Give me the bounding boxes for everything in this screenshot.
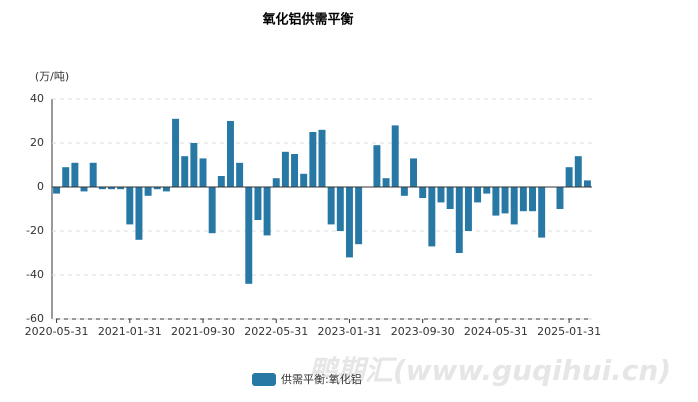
bar [345,187,353,258]
legend-swatch [252,373,276,386]
bar [510,187,518,225]
legend-label: 供需平衡:氧化铝 [281,372,362,386]
bar [208,187,216,234]
bar [583,180,591,187]
x-tick-label: 2023-01-31 [317,325,381,338]
bar [162,187,170,192]
bar [98,187,106,190]
bar [428,187,436,247]
bar [126,187,134,225]
bar [236,162,244,187]
bar [373,145,381,187]
x-tick-label: 2025-01-31 [537,325,601,338]
bar [153,187,161,190]
y-axis-label: (万/吨) [35,70,69,83]
bar [400,187,408,196]
bar [117,187,125,190]
bar [492,187,500,216]
bar [529,187,536,212]
x-tick-label: 2021-09-30 [171,325,235,338]
bar [446,187,454,209]
x-tick-label: 2023-09-30 [391,325,455,338]
bar [538,187,546,238]
bar [272,178,280,187]
bar [226,121,234,187]
bar [391,125,399,187]
bar [574,156,582,187]
bar [565,167,573,187]
bar [355,187,363,245]
bar [318,129,326,187]
bar [474,187,482,203]
bar [108,187,115,190]
y-tick-label: -20 [26,224,44,237]
bar [382,178,390,187]
bar [217,176,225,187]
bar [62,167,70,187]
bar [245,187,253,284]
bar [336,187,344,231]
x-tick-label: 2021-01-31 [98,325,162,338]
y-tick-label: -60 [26,312,44,325]
bar [263,187,271,236]
bar [309,132,317,187]
bar [464,187,472,231]
bar [71,162,79,187]
x-tick-label: 2020-05-31 [25,325,89,338]
bar [144,187,152,196]
bar [53,187,61,194]
bar [483,187,491,194]
bar [172,118,180,187]
bar [300,173,308,187]
y-tick-label: 20 [30,136,44,149]
bar [181,156,189,187]
bar [519,187,527,212]
bar [410,158,418,187]
bar [455,187,463,253]
watermark: 鸭期汇(www.guqihui.cn) [309,354,671,387]
bar [199,158,207,187]
bar [437,187,445,203]
bar [80,187,88,192]
bar [135,187,143,240]
y-tick-label: 0 [37,180,44,193]
bar [556,187,564,209]
y-tick-label: -40 [26,268,44,281]
y-tick-label: 40 [30,92,44,105]
bar [291,154,299,187]
chart-title: 氧化铝供需平衡 [261,12,353,28]
bar [419,187,427,198]
bar [327,187,335,225]
bar [89,162,97,187]
x-tick-label: 2022-05-31 [244,325,308,338]
bar [190,143,198,187]
bar [281,151,289,187]
bar [501,187,509,214]
x-tick-label: 2024-05-31 [464,325,528,338]
bar [254,187,262,220]
